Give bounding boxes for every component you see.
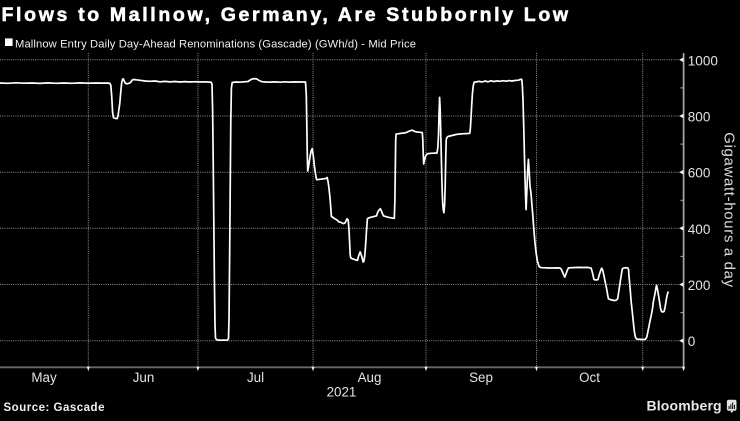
svg-text:Jul: Jul: [247, 370, 264, 385]
svg-text:200: 200: [688, 278, 711, 293]
svg-text:Jun: Jun: [133, 370, 155, 385]
svg-text:Source: Gascade: Source: Gascade: [4, 402, 105, 414]
svg-text:0: 0: [688, 334, 696, 349]
svg-text:Gigawatt-hours a day: Gigawatt-hours a day: [721, 132, 738, 288]
svg-text:800: 800: [688, 110, 711, 125]
svg-text:1000: 1000: [688, 53, 718, 68]
svg-text:Flows to Mallnow, Germany, Are: Flows to Mallnow, Germany, Are Stubbornl…: [2, 4, 571, 26]
svg-text:Sep: Sep: [469, 370, 493, 385]
svg-text:400: 400: [688, 222, 711, 237]
svg-text:Aug: Aug: [358, 370, 382, 385]
svg-text:May: May: [31, 370, 57, 385]
svg-text:600: 600: [688, 166, 711, 181]
svg-text:2021: 2021: [327, 385, 357, 400]
svg-text:Mallnow Entry Daily Day-Ahead: Mallnow Entry Daily Day-Ahead Renominati…: [15, 39, 416, 51]
svg-text:Oct: Oct: [579, 370, 600, 385]
svg-text:Bloomberg: Bloomberg: [647, 397, 722, 413]
